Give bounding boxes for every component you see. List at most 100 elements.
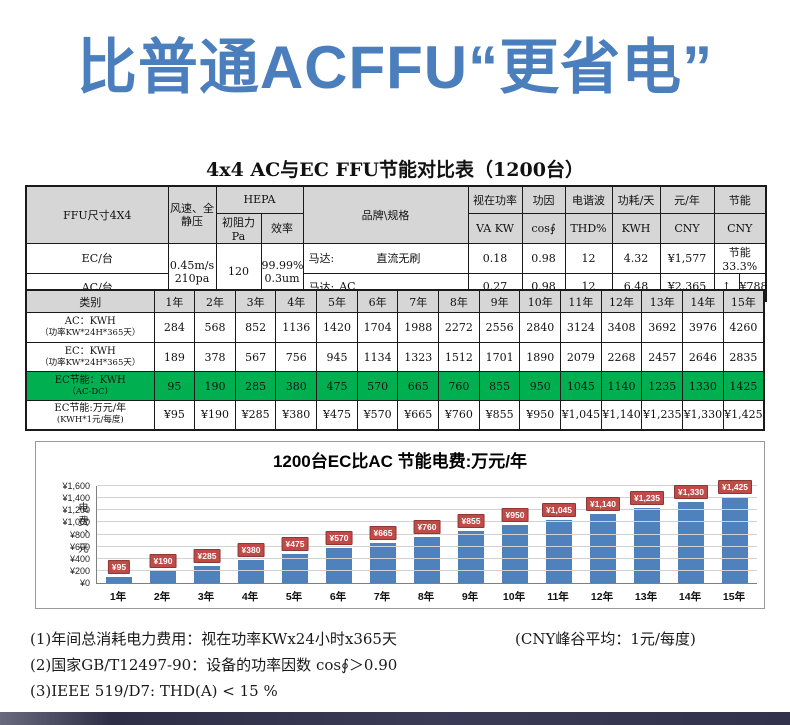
value-cell: 2835 <box>722 342 765 372</box>
chart-y-ticks: ¥0 ¥200 ¥400 ¥600 ¥800 ¥1,000 ¥1,200 ¥1,400 ¥1,6… <box>36 481 92 588</box>
ec-cos: 0.98 <box>521 242 566 274</box>
year-header: 10年 <box>519 289 562 313</box>
value-cell: 855 <box>478 371 521 401</box>
value-cell: 3408 <box>600 312 643 343</box>
bar-group: ¥760 <box>405 486 449 583</box>
chart-y-axis-label: 电费、元 <box>77 502 89 556</box>
value-cell: 380 <box>275 371 318 401</box>
x-tick-label: 2年 <box>153 591 171 603</box>
row-label: EC节能:万元/年 (KWH*1元/每度) <box>25 400 155 430</box>
y-tick-label: ¥600 <box>69 541 90 552</box>
footnote-1: (1)年间总消耗电力费用：视在功率KWx24小时x365天 (CNY峰谷平均：1… <box>30 626 770 652</box>
value-cell: 1330 <box>682 371 724 401</box>
year-header: 4年 <box>275 289 318 313</box>
footnotes: (1)年间总消耗电力费用：视在功率KWx24小时x365天 (CNY峰谷平均：1… <box>30 626 770 704</box>
value-cell: 2457 <box>641 342 684 372</box>
value-cell: 1704 <box>356 312 399 343</box>
value-cell: 378 <box>194 342 236 372</box>
header-hepa-efficiency: 效率 <box>260 212 304 244</box>
y-tick-label: ¥1,400 <box>62 493 90 504</box>
year-header: 7年 <box>397 289 440 313</box>
chart-plot-area: ¥95 ¥190 ¥285 ¥380 ¥475 ¥570 ¥665 ¥760 ¥855 ¥950 ¥… <box>96 479 757 584</box>
year-header: 14年 <box>682 289 724 313</box>
y-tick-label: ¥800 <box>69 529 90 540</box>
bar <box>282 554 308 583</box>
y-tick-label: ¥0 <box>79 578 90 588</box>
value-cell: ¥190 <box>194 400 236 430</box>
bar-value-label: ¥570 <box>325 531 353 546</box>
x-tick-label: 6年 <box>329 591 347 603</box>
value-cell: 2556 <box>478 312 521 343</box>
bar <box>458 531 484 583</box>
gridline <box>97 533 757 535</box>
value-cell: ¥855 <box>478 400 521 430</box>
value-cell: ¥285 <box>234 400 277 430</box>
footnote-1-left: (1)年间总消耗电力费用：视在功率KWx24小时x365天 <box>30 630 397 648</box>
bar <box>150 571 176 583</box>
comparison-table: FFU尺寸4X4 风速、全静压 HEPA 品牌\规格 视在功率 功因 电谐波 功… <box>25 185 768 302</box>
value-cell: 945 <box>316 342 358 372</box>
value-cell: 1988 <box>397 312 440 343</box>
bar-group: ¥570 <box>317 486 361 583</box>
y-tick-label: ¥200 <box>69 565 90 576</box>
bar-value-label: ¥760 <box>413 519 441 534</box>
value-cell: 950 <box>519 371 562 401</box>
header-wind: 风速、全静压 <box>167 185 217 244</box>
value-cell: 1134 <box>356 342 399 372</box>
ec-saving: 节能 33.3% <box>713 242 767 274</box>
ec-motor-value: 直流无刷 <box>376 252 421 265</box>
header-ffu-size: FFU尺寸4X4 <box>25 185 169 244</box>
value-cell: 2268 <box>600 342 643 372</box>
bar-group: ¥285 <box>185 486 229 583</box>
x-tick-label: 7年 <box>373 591 391 603</box>
value-cell: ¥380 <box>275 400 318 430</box>
year-header: 6年 <box>356 289 399 313</box>
x-tick-label: 14年 <box>678 591 702 603</box>
y-tick-label: ¥400 <box>69 553 90 564</box>
bar-group: ¥950 <box>493 486 537 583</box>
header-power-factor-unit: cos∮ <box>521 212 566 244</box>
bar <box>370 542 396 583</box>
bar <box>590 513 616 583</box>
bar <box>678 502 704 583</box>
bar-group: ¥95 <box>97 486 141 583</box>
value-cell: 567 <box>234 342 277 372</box>
value-cell: 665 <box>397 371 440 401</box>
footer-band <box>0 712 790 725</box>
bar-value-label: ¥380 <box>237 542 265 557</box>
bar-group: ¥1,235 <box>625 486 669 583</box>
row-label: EC：KWH （功率KW*24H*365天） <box>25 342 155 372</box>
value-cell: 3124 <box>560 312 602 343</box>
bar <box>722 496 748 583</box>
value-cell: ¥1,235 <box>641 400 684 430</box>
header-harmonics: 电谐波 <box>564 185 613 214</box>
efficiency-value: 99.99% <box>261 258 304 272</box>
bar-group: ¥1,425 <box>713 479 757 583</box>
bar-group: ¥380 <box>229 486 273 583</box>
ec-motor-label: 马达: <box>308 252 335 265</box>
bar-value-label: ¥855 <box>457 514 485 529</box>
header-cny-year-unit: CNY <box>659 212 715 244</box>
value-cell: 2272 <box>438 312 480 343</box>
value-cell: 756 <box>275 342 318 372</box>
value-cell: 4260 <box>722 312 765 343</box>
ec-va: 0.18 <box>467 242 523 274</box>
header-apparent-power-unit: VA KW <box>467 212 523 244</box>
value-cell: ¥1,140 <box>600 400 643 430</box>
value-cell: 1235 <box>641 371 684 401</box>
bar-value-label: ¥1,140 <box>586 496 620 511</box>
year-header: 8年 <box>438 289 480 313</box>
table-row: EC节能：KWH （AC-DC） 95 190 285 380 475 570 665 760 85… <box>25 371 765 401</box>
chart-x-labels: 1年 2年 3年 4年 5年 6年 7年 8年 9年 10年 11年 12年 13年 14年 15年 <box>96 589 756 604</box>
x-tick-label: 4年 <box>241 591 259 603</box>
header-apparent-power: 视在功率 <box>467 185 523 214</box>
row-label: EC节能：KWH （AC-DC） <box>25 371 155 401</box>
y-tick-label: ¥1,600 <box>62 481 90 491</box>
value-cell: 1701 <box>478 342 521 372</box>
header-power-factor: 功因 <box>521 185 566 214</box>
value-cell: 189 <box>153 342 196 372</box>
x-tick-label: 9年 <box>461 591 479 603</box>
year-header: 12年 <box>600 289 643 313</box>
bar <box>414 536 440 583</box>
value-cell: ¥475 <box>316 400 358 430</box>
